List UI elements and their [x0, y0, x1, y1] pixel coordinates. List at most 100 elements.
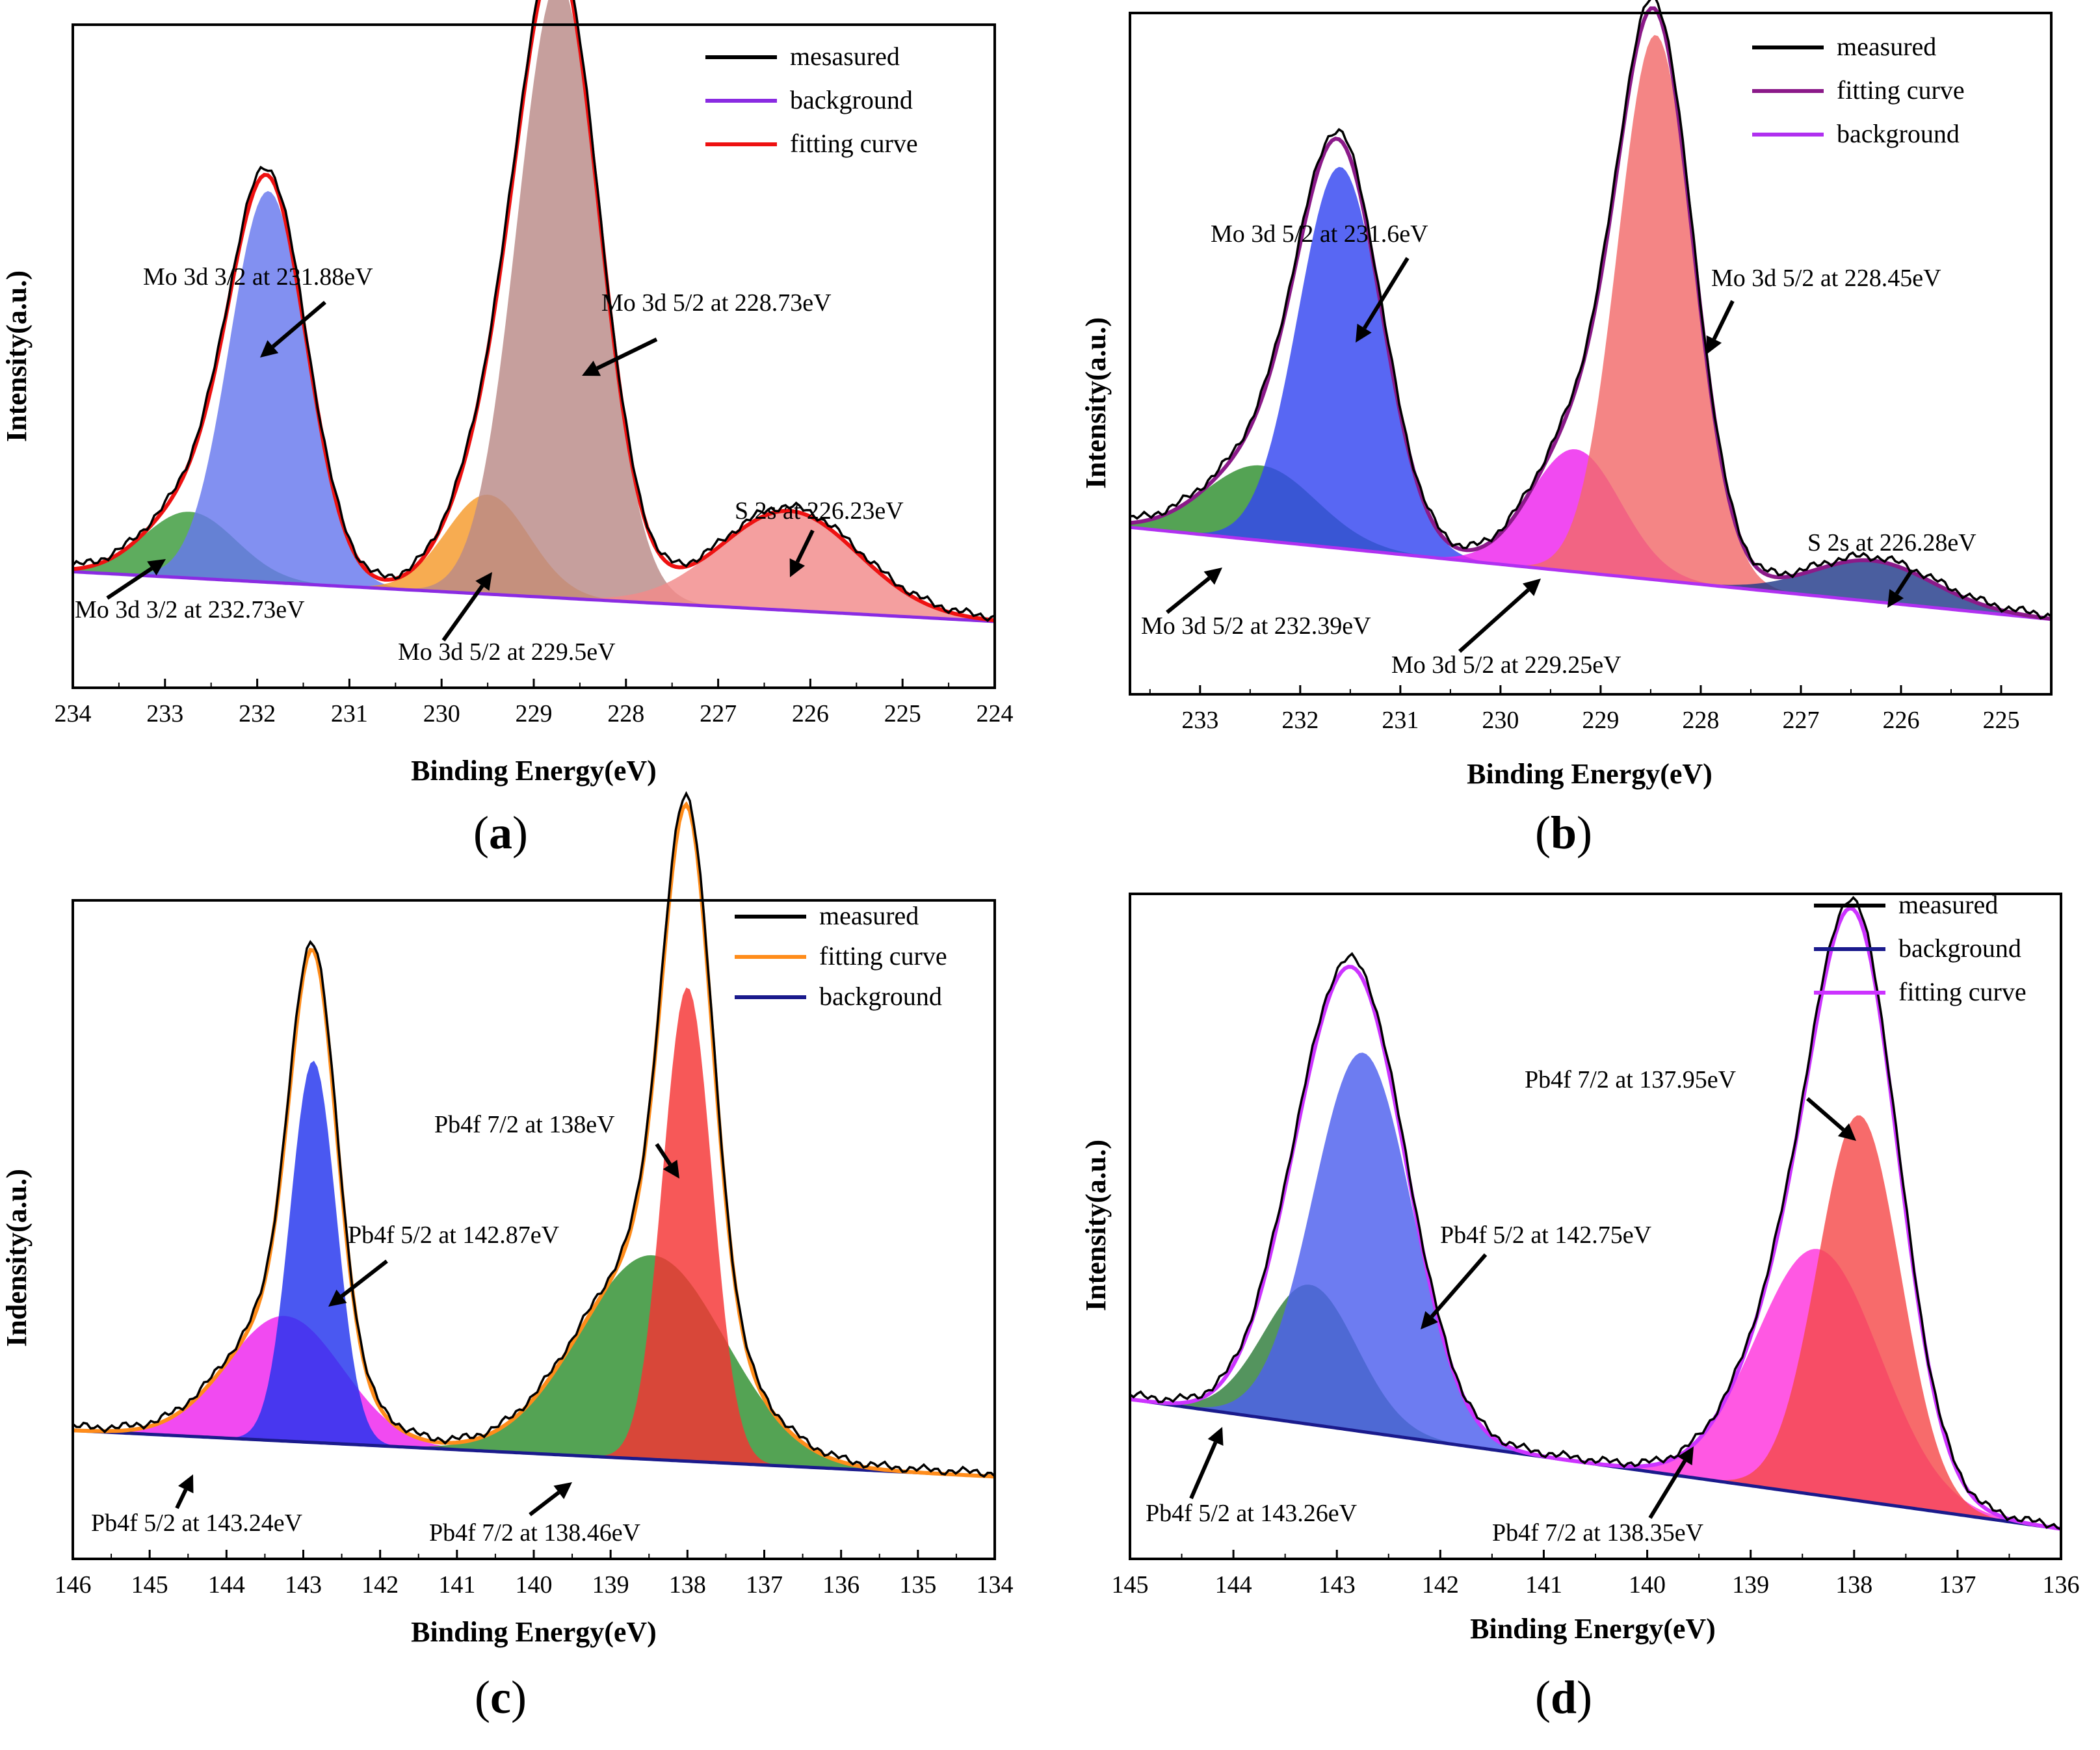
annotation-arrow-head — [328, 1289, 347, 1307]
x-tick-label: 231 — [331, 700, 368, 727]
annotation-arrow-shaft — [271, 300, 326, 348]
annotation-arrow-shaft — [655, 1143, 672, 1166]
measured-line — [1129, 0, 2053, 620]
x-tick-label: 227 — [700, 700, 737, 727]
x-tick-label: 234 — [55, 700, 92, 727]
annotation-arrow-shaft — [1458, 588, 1530, 653]
x-tick-label: 141 — [1525, 1571, 1562, 1599]
peak-annotation: Pb4f 5/2 at 142.75eV — [1440, 1221, 1652, 1249]
peak-fill-3 — [73, 1255, 995, 1477]
peak-fill-2 — [73, 190, 995, 621]
measured-line — [72, 790, 996, 1478]
x-tick-label: 136 — [822, 1571, 860, 1599]
x-tick-label: 135 — [899, 1571, 936, 1599]
peak-annotation: Pb4f 7/2 at 138eV — [434, 1111, 615, 1138]
x-tick-label: 138 — [669, 1571, 706, 1599]
annotation-arrow-head — [1421, 1311, 1438, 1329]
annotation-arrow-head — [1522, 579, 1541, 597]
x-tick-label: 228 — [607, 700, 644, 727]
x-tick-label: 140 — [516, 1571, 553, 1599]
annotation-arrow-shaft — [1166, 577, 1211, 614]
x-tick-label: 229 — [1582, 707, 1619, 734]
annotation-arrow-shaft — [441, 584, 484, 642]
measured-line — [72, 0, 995, 623]
y-axis-title: Intensity(a.u.) — [1, 270, 33, 442]
annotation-arrow-shaft — [1895, 569, 1913, 595]
x-axis-title: Binding Energy(eV) — [1470, 1613, 1716, 1645]
legend-label: fitting curve — [819, 941, 947, 971]
annotation-arrow-shaft — [106, 566, 153, 600]
legend-label: background — [1837, 119, 1960, 148]
panel-letter: (a) — [473, 807, 528, 859]
annotation-arrow-shaft — [175, 1489, 188, 1509]
chart-panel-a: 234 233 232 231 230 229 228 227 226 225 224 Binding… — [1, 0, 1014, 859]
peak-annotation: Pb4f 5/2 at 142.87eV — [348, 1221, 560, 1249]
panel-letter-char: d — [1551, 1671, 1577, 1723]
x-axis-title: Binding Energy(eV) — [411, 1616, 657, 1648]
annotation-arrow-head — [1203, 568, 1222, 585]
peak-annotation: Mo 3d 3/2 at 232.73eV — [75, 596, 305, 623]
peak-annotation: S 2s at 226.23eV — [735, 497, 904, 525]
chart-panel-b: 233 232 231 230 229 228 227 226 225 Binding Energ… — [1080, 0, 2053, 859]
x-tick-label: 145 — [131, 1571, 168, 1599]
annotation-arrow-shaft — [340, 1259, 388, 1298]
panel-letter-paren: ) — [1577, 1671, 1592, 1723]
panel-letter-paren: ) — [511, 1671, 527, 1723]
x-axis-title: Binding Energy(eV) — [411, 755, 657, 787]
x-tick-label: 136 — [2043, 1571, 2080, 1599]
x-tick-label: 146 — [55, 1571, 92, 1599]
background-line — [72, 1429, 995, 1478]
panel-letter-paren: ) — [512, 807, 528, 859]
x-tick-label: 141 — [438, 1571, 475, 1599]
annotation-arrow-head — [663, 1160, 679, 1179]
panel-letter: (d) — [1535, 1671, 1592, 1723]
peak-annotation: Pb4f 5/2 at 143.24eV — [91, 1509, 303, 1537]
panel-letter-char: c — [490, 1671, 511, 1723]
x-tick-label: 143 — [285, 1571, 322, 1599]
legend-label: fitting curve — [1898, 977, 2027, 1006]
x-tick-label: 233 — [1181, 707, 1218, 734]
x-tick-label: 137 — [746, 1571, 783, 1599]
annotation-arrow-head — [1356, 324, 1372, 343]
peak-annotation: Mo 3d 5/2 at 228.73eV — [601, 289, 832, 317]
chart-panel-c: 146 145 144 143 142 141 140 139 138 137 136 135 134 B… — [1, 790, 1014, 1723]
x-tick-label: 143 — [1319, 1571, 1356, 1599]
annotation-arrow-head — [1677, 1446, 1694, 1465]
legend-label: measured — [1837, 32, 1936, 61]
x-tick-label: 142 — [1422, 1571, 1459, 1599]
annotation-arrow-head — [147, 559, 166, 576]
background-line — [1129, 525, 2052, 621]
annotation-arrow-head — [1706, 335, 1722, 354]
y-axis-title: Intensity(a.u.) — [1080, 317, 1112, 489]
x-tick-label: 224 — [977, 700, 1014, 727]
peak-annotation: Pb4f 7/2 at 138.35eV — [1492, 1519, 1704, 1547]
peak-annotation: Mo 3d 5/2 at 228.45eV — [1711, 265, 1941, 292]
x-tick-label: 231 — [1382, 707, 1419, 734]
peak-fill-2 — [1130, 166, 2051, 620]
legend-label: measured — [1898, 890, 1998, 919]
x-tick-label: 137 — [1939, 1571, 1976, 1599]
x-tick-label: 232 — [1281, 707, 1319, 734]
panel-letter-paren: ( — [475, 1671, 490, 1723]
fitting-curve-line — [72, 801, 995, 1479]
panel-letter-paren: ( — [1535, 1671, 1551, 1723]
legend-label: mesasured — [790, 42, 900, 71]
annotation-arrow-shaft — [1430, 1253, 1488, 1318]
peak-annotation: Mo 3d 5/2 at 229.5eV — [398, 638, 616, 666]
x-tick-label: 139 — [592, 1571, 629, 1599]
x-tick-label: 226 — [1882, 707, 1919, 734]
panel-letter-char: a — [489, 807, 512, 859]
y-axis-title: Indensity(a.u.) — [1, 1169, 33, 1347]
x-tick-label: 140 — [1629, 1571, 1666, 1599]
x-tick-label: 227 — [1782, 707, 1819, 734]
x-tick-label: 225 — [1982, 707, 2019, 734]
x-tick-label: 229 — [516, 700, 553, 727]
annotation-arrow-head — [178, 1474, 194, 1494]
annotation-arrow-head — [1207, 1427, 1224, 1446]
chart-panel-d: 145 144 143 142 141 140 139 138 137 136 Binding En… — [1080, 890, 2080, 1723]
peak-fill-4 — [73, 0, 995, 621]
x-tick-label: 230 — [1482, 707, 1519, 734]
annotation-arrow-shaft — [1712, 300, 1735, 340]
legend-label: measured — [819, 901, 919, 930]
